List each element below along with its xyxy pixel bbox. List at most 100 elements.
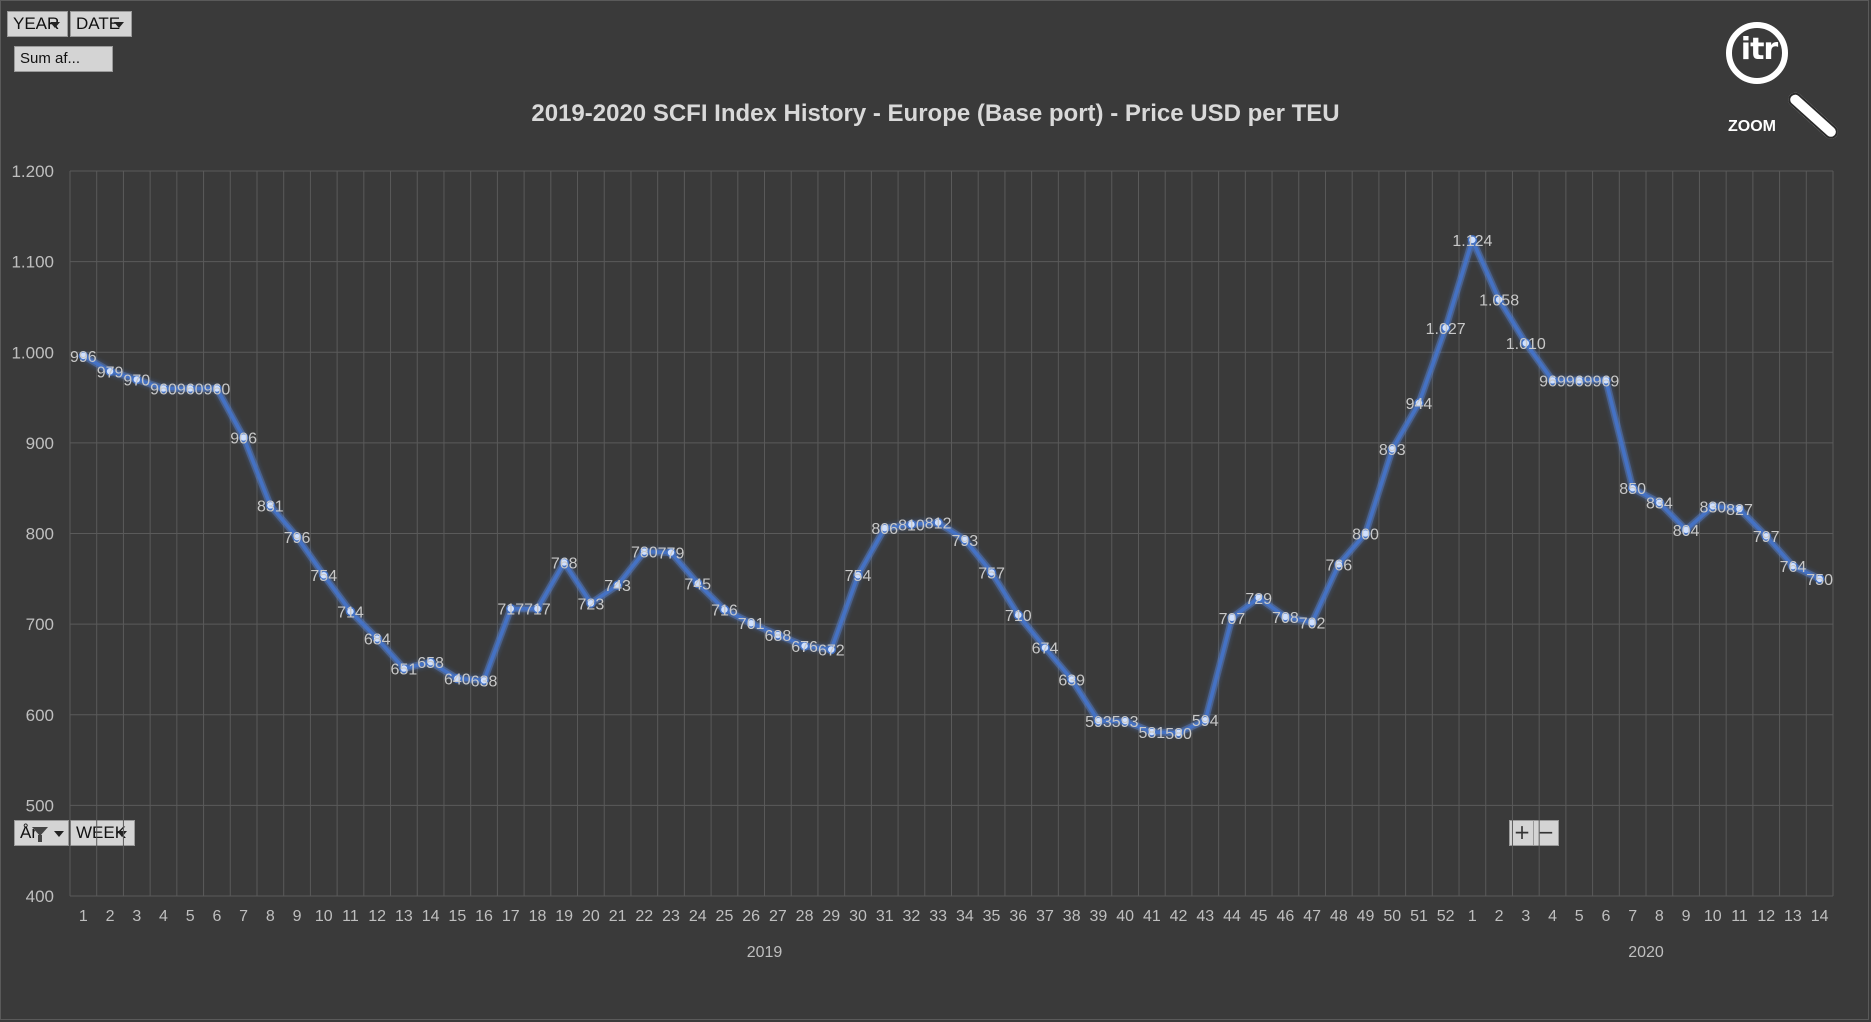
data-point	[1147, 727, 1157, 737]
week-field-label: WEEK	[76, 823, 127, 842]
data-point	[1440, 323, 1451, 333]
x-tick-label: 9	[1682, 908, 1691, 925]
y-tick-label: 1.000	[11, 343, 54, 362]
x-tick-label: 51	[1410, 908, 1428, 925]
data-point	[1788, 561, 1798, 571]
data-point	[1414, 398, 1424, 408]
data-label: 640	[444, 672, 471, 689]
x-tick-label: 13	[395, 908, 413, 925]
expand-button[interactable]: +	[1509, 820, 1535, 846]
y-tick-label: 900	[26, 434, 54, 453]
data-label: 688	[765, 628, 792, 645]
y-tick-label: 1.100	[11, 253, 54, 272]
x-tick-label: 44	[1223, 908, 1241, 925]
x-tick-label: 34	[956, 908, 974, 925]
data-point	[773, 630, 783, 640]
data-label: 806	[871, 521, 898, 538]
x-tick-label: 10	[315, 908, 333, 925]
data-label: 1.027	[1426, 321, 1466, 338]
x-tick-label: 41	[1143, 908, 1161, 925]
data-label: 638	[471, 673, 498, 690]
data-label: 1.124	[1452, 233, 1492, 250]
data-point	[265, 500, 276, 511]
data-label: 729	[1245, 591, 1272, 608]
data-point	[906, 519, 917, 530]
data-point	[1627, 483, 1638, 493]
x-tick-label: 43	[1196, 908, 1214, 925]
x-tick-label: 39	[1090, 908, 1108, 925]
logo-text: itr	[1740, 32, 1778, 67]
data-label: 1.010	[1506, 336, 1546, 353]
data-point	[1200, 715, 1211, 725]
x-tick-label: 37	[1036, 908, 1054, 925]
data-label: 768	[551, 556, 578, 573]
data-point	[1120, 716, 1130, 726]
data-label: 676	[791, 639, 818, 656]
x-tick-label: 5	[1575, 908, 1584, 925]
data-point	[1280, 612, 1291, 622]
x-tick-label: 6	[1601, 908, 1610, 925]
y-tick-label: 700	[26, 615, 54, 634]
date-field-label: DATE	[76, 14, 121, 33]
data-point	[238, 432, 249, 443]
x-tick-label: 16	[475, 908, 493, 925]
data-label: 834	[1646, 496, 1673, 513]
data-label: 831	[257, 498, 284, 515]
data-point	[1334, 559, 1344, 570]
data-point	[1601, 375, 1611, 386]
data-label: 702	[1299, 615, 1326, 632]
x-tick-label: 9	[293, 908, 302, 925]
x-tick-label: 3	[1521, 908, 1530, 925]
data-point	[1307, 617, 1317, 628]
data-point	[506, 603, 516, 614]
data-label: 754	[845, 568, 872, 585]
chevron-down-icon	[114, 22, 124, 28]
data-point	[666, 547, 676, 558]
data-label: 710	[1005, 608, 1032, 625]
x-tick-label: 22	[635, 908, 653, 925]
data-point	[799, 641, 810, 651]
x-tick-label: 20	[582, 908, 600, 925]
data-label: 581	[1138, 725, 1165, 742]
data-label: 960	[150, 382, 177, 399]
filter-icon	[32, 827, 48, 836]
x-tick-label: 4	[159, 908, 168, 925]
data-point	[292, 532, 302, 542]
data-label: 754	[310, 568, 337, 585]
filter-icon-stem	[38, 835, 42, 842]
data-label: 764	[1780, 559, 1807, 576]
x-tick-label: 10	[1704, 908, 1722, 925]
data-point	[1814, 574, 1825, 584]
x-tick-label: 8	[1655, 908, 1664, 925]
value-field-button[interactable]: Sum af...	[14, 46, 113, 72]
data-point	[1547, 375, 1558, 386]
x-tick-label: 11	[1731, 908, 1748, 925]
data-label: 750	[1806, 572, 1833, 589]
magnifier-ring-icon	[1726, 22, 1788, 84]
data-label: 580	[1165, 726, 1192, 743]
data-point	[1654, 497, 1665, 508]
data-label: 672	[818, 643, 845, 660]
data-label: 745	[684, 576, 711, 593]
x-tick-label: 11	[342, 908, 359, 925]
data-label: 1.058	[1479, 293, 1519, 310]
data-point	[692, 578, 703, 589]
x-tick-label: 21	[609, 908, 627, 925]
x-tick-label: 40	[1116, 908, 1134, 925]
data-label: 714	[337, 604, 364, 621]
data-label: 893	[1379, 442, 1406, 459]
data-label: 906	[230, 430, 257, 447]
date-field-button[interactable]: DATE	[70, 11, 132, 37]
x-tick-label: 15	[448, 908, 466, 925]
data-label: 970	[123, 372, 150, 389]
collapse-button[interactable]: −	[1533, 820, 1559, 846]
ar-field-button[interactable]: År	[14, 820, 69, 846]
year-field-button[interactable]: YEAR	[7, 11, 68, 37]
data-point	[1013, 610, 1024, 620]
week-field-button[interactable]: WEEK	[70, 820, 135, 846]
data-label: 723	[578, 596, 605, 613]
x-tick-label: 52	[1437, 908, 1455, 925]
data-label: 944	[1406, 396, 1433, 413]
data-label: 779	[658, 546, 685, 563]
data-point	[399, 663, 409, 674]
